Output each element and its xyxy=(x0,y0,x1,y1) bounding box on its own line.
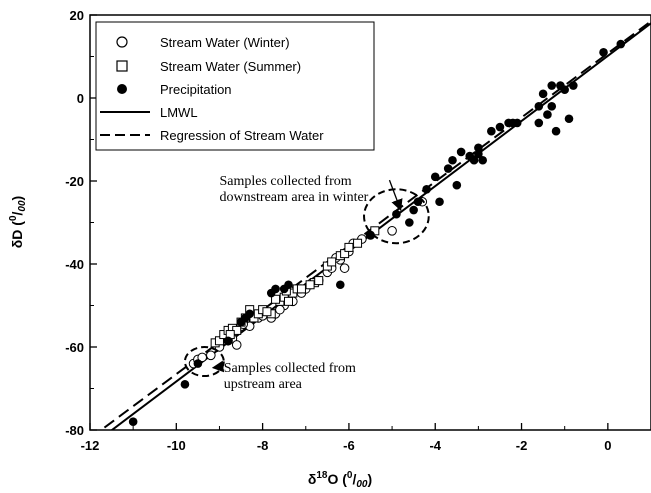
precipitation-point xyxy=(534,118,544,128)
precipitation-point xyxy=(456,147,466,157)
winter-point xyxy=(275,304,285,315)
precipitation-point xyxy=(487,126,496,136)
precipitation-point xyxy=(616,39,626,49)
x-tick-label: -2 xyxy=(516,438,528,453)
precipitation-point xyxy=(495,122,505,132)
legend-label-summer: Stream Water (Summer) xyxy=(160,59,301,74)
legend-item-winter: Stream Water (Winter) xyxy=(116,35,290,50)
legend-label-lmwl: LMWL xyxy=(160,105,198,120)
precipitation-point xyxy=(512,118,522,128)
summer-point xyxy=(344,242,354,252)
precipitation-point xyxy=(193,359,203,368)
summer-point xyxy=(353,238,363,248)
annotation-arrow xyxy=(388,179,403,212)
annotation-arrow xyxy=(211,360,225,373)
annotation-text: Samples collected from upstream area xyxy=(224,361,356,392)
precipitation-point xyxy=(569,81,578,90)
x-tick-label: -8 xyxy=(257,438,269,453)
precipitation-point xyxy=(435,197,444,207)
y-tick-label: 20 xyxy=(70,8,84,23)
open-square-icon xyxy=(116,60,128,72)
precipitation-point xyxy=(448,155,457,165)
summer-point xyxy=(327,257,337,267)
precipitation-point xyxy=(413,197,423,207)
precipitation-point xyxy=(564,114,574,124)
x-tick-label: 0 xyxy=(604,438,611,453)
precipitation-point xyxy=(271,284,280,294)
precipitation-point xyxy=(478,155,488,165)
summer-point xyxy=(271,294,281,304)
legend-label-precipitation: Precipitation xyxy=(160,82,232,97)
data-points xyxy=(128,39,626,427)
precipitation-point xyxy=(443,164,453,173)
precipitation-point xyxy=(534,102,544,111)
y-tick-label: 0 xyxy=(77,91,84,106)
precipitation-point xyxy=(538,89,548,99)
highlight-ellipse xyxy=(363,188,430,245)
legend: Stream Water (Winter) Stream Water (Summ… xyxy=(95,21,375,151)
legend-item-regression: Regression of Stream Water xyxy=(100,128,324,143)
annotations: Samples collected from downstream area in… xyxy=(211,174,403,392)
x-axis: -12 -10 -8 -6 -4 -2 0 xyxy=(81,423,611,453)
x-tick-label: -6 xyxy=(343,438,355,453)
summer-point xyxy=(284,296,294,306)
annotation-text: Samples collected from downstream area in… xyxy=(219,174,368,205)
precipitation-point xyxy=(128,417,138,427)
winter-point xyxy=(387,226,397,236)
filled-circle-icon xyxy=(117,84,127,94)
y-axis-title: δD (0/00) xyxy=(8,196,28,248)
precipitation-point xyxy=(180,380,190,389)
precipitation-point xyxy=(547,102,557,111)
winter-point xyxy=(231,340,242,350)
legend-box xyxy=(95,21,375,151)
y-tick-label: -40 xyxy=(65,257,84,272)
legend-label-regression: Regression of Stream Water xyxy=(160,128,324,143)
precipitation-point xyxy=(469,155,479,165)
precipitation-point xyxy=(543,110,552,119)
winter-point xyxy=(206,350,216,361)
x-tick-label: -4 xyxy=(429,438,441,453)
summer-point xyxy=(296,284,306,294)
x-tick-label: -12 xyxy=(81,438,100,453)
precipitation-point xyxy=(551,126,561,136)
winter-point xyxy=(339,263,350,273)
x-tick-label: -10 xyxy=(167,438,186,453)
precipitation-point xyxy=(599,48,608,57)
summer-point xyxy=(314,276,324,286)
precipitation-point xyxy=(430,172,440,182)
x-axis-title: δ18O (0/00) xyxy=(308,470,372,490)
precipitation-point xyxy=(335,280,345,290)
precipitation-point xyxy=(366,230,375,240)
summer-point xyxy=(262,307,272,317)
precipitation-point xyxy=(422,185,431,194)
precipitation-point xyxy=(223,336,233,346)
y-tick-label: -60 xyxy=(65,340,84,355)
precipitation-point xyxy=(284,280,293,290)
precipitation-point xyxy=(245,309,254,319)
precipitation-point xyxy=(474,143,483,153)
precipitation-point xyxy=(409,205,418,215)
precipitation-point xyxy=(560,85,569,94)
precipitation-point xyxy=(474,149,483,159)
open-circle-icon xyxy=(116,36,128,48)
legend-label-winter: Stream Water (Winter) xyxy=(160,35,290,50)
y-tick-label: -80 xyxy=(65,423,84,438)
precipitation-point xyxy=(547,81,557,90)
winter-point xyxy=(197,352,207,363)
precipitation-point xyxy=(405,218,414,227)
y-tick-label: -20 xyxy=(65,174,84,189)
legend-item-precipitation: Precipitation xyxy=(117,82,232,97)
y-axis: -80 -60 -40 -20 0 20 xyxy=(65,8,97,438)
legend-item-lmwl: LMWL xyxy=(100,105,198,120)
legend-item-summer: Stream Water (Summer) xyxy=(116,59,301,74)
precipitation-point xyxy=(392,209,401,219)
summer-point xyxy=(305,280,315,290)
precipitation-point xyxy=(452,180,462,190)
